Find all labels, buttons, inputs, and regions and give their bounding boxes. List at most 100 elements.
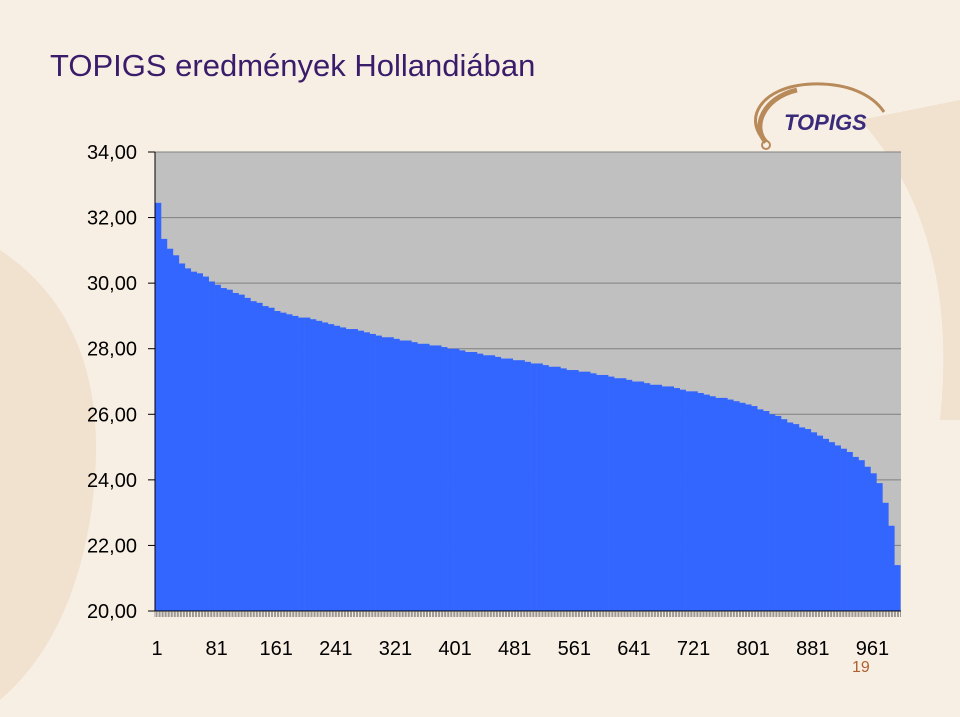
bar bbox=[459, 350, 466, 611]
bar bbox=[506, 358, 514, 611]
bar bbox=[572, 370, 579, 611]
bar bbox=[465, 351, 472, 611]
bar bbox=[298, 317, 305, 611]
bar bbox=[327, 324, 335, 611]
bar bbox=[643, 383, 651, 611]
bar bbox=[220, 288, 227, 611]
bar bbox=[518, 360, 525, 611]
x-tick-label: 321 bbox=[379, 638, 412, 660]
bar bbox=[560, 368, 567, 611]
bar bbox=[745, 404, 752, 611]
bar bbox=[727, 399, 734, 611]
y-tick-label: 34,00 bbox=[87, 142, 137, 164]
y-tick-label: 22,00 bbox=[87, 535, 137, 557]
bar bbox=[804, 429, 812, 611]
bar bbox=[721, 397, 728, 611]
bar bbox=[494, 356, 502, 611]
x-tick-label: 401 bbox=[438, 638, 471, 660]
bar bbox=[661, 386, 669, 611]
bar bbox=[792, 424, 800, 611]
x-tick-label: 881 bbox=[796, 638, 829, 660]
logo-wordmark: TOPIGS bbox=[784, 110, 867, 135]
bar bbox=[858, 460, 865, 611]
bar bbox=[429, 345, 436, 611]
bar bbox=[470, 351, 478, 611]
x-tick-label: 481 bbox=[498, 638, 531, 660]
bar bbox=[876, 483, 883, 611]
bar bbox=[763, 411, 770, 611]
bar bbox=[393, 338, 400, 611]
bar bbox=[715, 397, 722, 611]
bar bbox=[310, 319, 317, 611]
bar bbox=[363, 332, 370, 611]
bar bbox=[345, 329, 353, 611]
bar bbox=[781, 419, 788, 611]
bar bbox=[476, 353, 484, 611]
y-tick-label: 20,00 bbox=[87, 601, 137, 623]
x-tick-label: 241 bbox=[319, 638, 352, 660]
bar bbox=[626, 379, 633, 611]
bar bbox=[304, 317, 311, 611]
bar bbox=[578, 371, 585, 611]
bar bbox=[834, 445, 841, 611]
slide-title: TOPIGS eredmények Hollandiában bbox=[50, 48, 536, 83]
bar bbox=[274, 311, 281, 611]
bar bbox=[584, 371, 591, 611]
bar bbox=[697, 392, 704, 611]
bar bbox=[530, 363, 537, 611]
bar bbox=[399, 340, 406, 611]
x-tick-label: 1 bbox=[151, 638, 162, 660]
bar bbox=[548, 366, 555, 611]
bar bbox=[196, 273, 203, 611]
bar bbox=[441, 347, 448, 611]
bar bbox=[369, 333, 376, 611]
bar bbox=[375, 335, 382, 611]
bar bbox=[292, 315, 299, 611]
bar bbox=[882, 502, 889, 611]
bar bbox=[286, 314, 293, 611]
bar bbox=[840, 448, 847, 611]
x-tick-label: 161 bbox=[260, 638, 293, 660]
bar bbox=[488, 355, 496, 611]
bar bbox=[608, 376, 615, 611]
bar bbox=[566, 370, 573, 611]
bar bbox=[614, 378, 621, 611]
bar bbox=[172, 255, 180, 611]
bar bbox=[816, 435, 824, 611]
y-tick-label: 32,00 bbox=[87, 208, 137, 230]
bar bbox=[411, 342, 418, 611]
bar bbox=[602, 374, 609, 611]
bar bbox=[387, 337, 394, 611]
bar bbox=[232, 292, 239, 611]
y-tick-label: 24,00 bbox=[87, 470, 137, 492]
bar bbox=[751, 406, 758, 611]
bar bbox=[864, 466, 871, 611]
bar bbox=[482, 355, 490, 611]
bar bbox=[423, 343, 430, 611]
bar bbox=[333, 325, 341, 611]
bar bbox=[685, 391, 692, 611]
bar bbox=[739, 402, 746, 611]
bar bbox=[596, 374, 603, 611]
topigs-logo: TOPIGS bbox=[754, 82, 886, 150]
bar bbox=[351, 329, 359, 611]
bar bbox=[536, 363, 543, 611]
bar bbox=[542, 365, 549, 611]
x-tick-label: 961 bbox=[856, 638, 889, 660]
bar bbox=[655, 384, 663, 611]
bar bbox=[667, 386, 674, 611]
bar bbox=[649, 384, 657, 611]
bar bbox=[160, 238, 168, 611]
bar bbox=[846, 451, 853, 611]
x-tick-label: 801 bbox=[737, 638, 770, 660]
bar bbox=[524, 361, 531, 611]
bar bbox=[435, 345, 442, 611]
bar bbox=[405, 340, 412, 611]
bar bbox=[178, 263, 186, 611]
bar bbox=[155, 202, 162, 611]
bar bbox=[775, 415, 782, 611]
bar bbox=[888, 525, 895, 611]
bar bbox=[512, 360, 519, 611]
bar bbox=[757, 409, 764, 611]
